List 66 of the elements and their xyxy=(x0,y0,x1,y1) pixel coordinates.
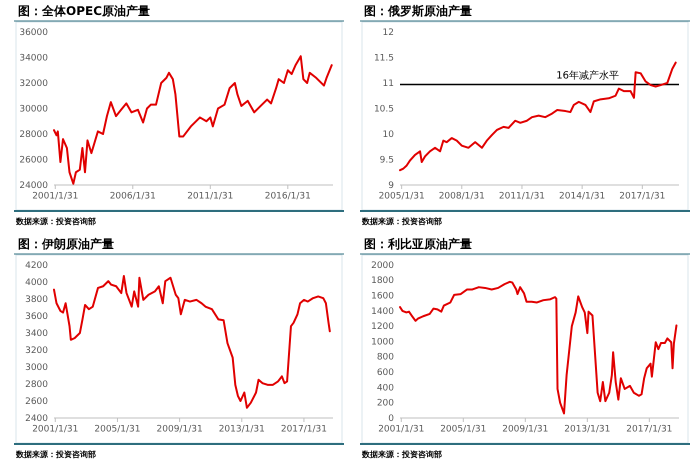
y-tick-label: 3200 xyxy=(25,346,48,356)
x-tick-label: 2011/1/31 xyxy=(498,191,546,202)
y-tick-label: 2600 xyxy=(25,396,48,407)
y-tick-label: 2800 xyxy=(25,380,48,390)
y-tick-label: 9.5 xyxy=(380,155,394,166)
y-tick-label: 10.5 xyxy=(374,104,394,114)
y-tick-label: 1400 xyxy=(371,306,394,317)
y-tick-label: 3400 xyxy=(25,328,48,339)
y-tick-label: 1800 xyxy=(371,276,394,286)
chart-title: 图：伊朗原油产量 xyxy=(18,237,114,251)
line-series xyxy=(53,275,331,409)
y-tick-label: 800 xyxy=(376,352,394,363)
x-tick-label: 2016/1/31 xyxy=(264,191,311,202)
y-tick-label: 32000 xyxy=(19,78,48,89)
x-tick-label: 2005/1/31 xyxy=(94,424,141,434)
x-tick-label: 2006/1/31 xyxy=(110,191,156,202)
x-tick-label: 2005/1/31 xyxy=(440,424,486,434)
x-tick-label: 2001/1/31 xyxy=(32,424,78,434)
ref-line-label: 16年减产水平 xyxy=(556,70,619,82)
y-tick-label: 11.5 xyxy=(374,53,394,64)
x-tick-label: 2008/1/31 xyxy=(438,191,485,202)
x-tick-label: 2017/1/31 xyxy=(280,424,328,434)
chart-title: 图：全体OPEC原油产量 xyxy=(18,4,150,18)
y-tick-label: 26000 xyxy=(19,155,48,166)
x-tick-label: 2013/1/31 xyxy=(218,424,265,434)
x-tick-label: 2005/1/31 xyxy=(378,191,425,202)
x-tick-label: 2017/1/31 xyxy=(619,191,666,202)
source-note: 数据来源：投资咨询部 xyxy=(361,450,442,459)
x-tick-label: 2001/1/31 xyxy=(378,424,424,434)
x-tick-label: 2009/1/31 xyxy=(156,424,203,434)
y-tick-label: 30000 xyxy=(19,104,48,114)
chart-title: 图：利比亚原油产量 xyxy=(364,237,472,251)
y-tick-label: 12 xyxy=(382,28,394,38)
y-tick-label: 3800 xyxy=(25,294,48,305)
y-tick-label: 1000 xyxy=(371,337,394,348)
source-note: 数据来源：投资咨询部 xyxy=(15,450,96,459)
x-tick-label: 2001/1/31 xyxy=(32,191,78,202)
chart-title: 图：俄罗斯原油产量 xyxy=(364,4,472,18)
x-tick-label: 2014/1/31 xyxy=(559,191,606,202)
y-tick-label: 1200 xyxy=(371,322,394,332)
y-tick-label: 2400 xyxy=(25,414,48,424)
y-tick-label: 1600 xyxy=(371,291,394,302)
line-series xyxy=(399,62,677,172)
y-tick-label: 3600 xyxy=(25,312,48,322)
source-note: 数据来源：投资咨询部 xyxy=(361,217,442,226)
line-series xyxy=(399,280,678,414)
y-tick-label: 3000 xyxy=(25,362,48,373)
x-tick-label: 2013/1/31 xyxy=(564,424,610,434)
y-tick-label: 4000 xyxy=(25,278,48,288)
y-tick-label: 28000 xyxy=(19,130,48,140)
y-tick-label: 200 xyxy=(376,398,394,409)
y-tick-label: 10 xyxy=(382,130,394,140)
x-tick-label: 2017/1/31 xyxy=(626,424,672,434)
y-tick-label: 24000 xyxy=(19,180,48,191)
y-tick-label: 34000 xyxy=(19,53,48,64)
source-note: 数据来源：投资咨询部 xyxy=(15,217,96,226)
x-tick-label: 2011/1/31 xyxy=(187,191,234,202)
y-tick-label: 9 xyxy=(388,180,394,191)
x-tick-label: 2009/1/31 xyxy=(502,424,548,434)
y-tick-label: 4200 xyxy=(25,260,48,271)
y-tick-label: 400 xyxy=(376,383,394,394)
y-tick-label: 2000 xyxy=(371,260,394,271)
y-tick-label: 600 xyxy=(376,368,394,378)
y-tick-label: 11 xyxy=(382,78,394,89)
y-tick-label: 0 xyxy=(388,414,394,424)
y-tick-label: 36000 xyxy=(19,28,48,38)
